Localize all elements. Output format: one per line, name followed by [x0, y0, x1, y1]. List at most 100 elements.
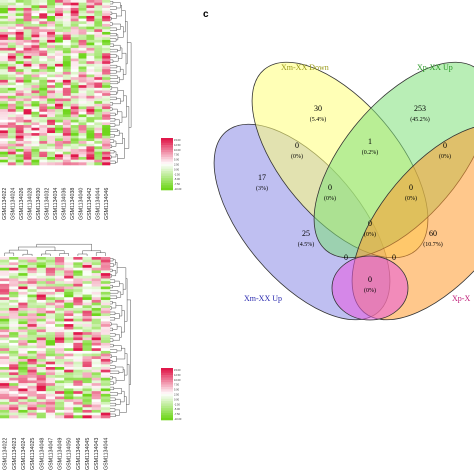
heatmap-cell	[100, 305, 111, 309]
heatmap-cell	[0, 393, 10, 397]
sample-label: GSM1134044	[103, 438, 109, 470]
dendrogram-branch	[110, 397, 116, 401]
heatmap-cell	[7, 69, 17, 73]
heatmap-cell	[91, 404, 102, 408]
heatmap-cell	[27, 313, 37, 317]
heatmap-cell	[47, 82, 56, 86]
heatmap-cell	[102, 90, 111, 94]
heatmap-cell	[0, 388, 10, 392]
heatmap-cell	[82, 257, 92, 260]
heatmap-cell	[47, 122, 56, 126]
color-scale-step	[161, 142, 173, 146]
heatmap-cell	[91, 275, 102, 279]
heatmap-cell	[94, 135, 103, 139]
heatmap-cell	[0, 375, 10, 379]
heatmap-cell	[102, 82, 111, 86]
heatmap-cell	[18, 307, 28, 311]
heatmap-cell	[91, 358, 102, 362]
heatmap-cell	[0, 297, 10, 301]
heatmap-cell	[0, 364, 10, 368]
heatmap-cell	[86, 119, 95, 123]
heatmap-cell	[73, 345, 83, 349]
heatmap-cell	[0, 18, 9, 22]
heatmap-cell	[102, 0, 111, 3]
heatmap-cell	[36, 396, 47, 400]
heatmap-cell	[18, 407, 28, 411]
heatmap-cell	[47, 146, 56, 150]
heatmap-cell	[15, 141, 24, 145]
heatmap-cell	[82, 369, 92, 373]
heatmap-cell	[31, 74, 40, 78]
heatmap-cell	[73, 337, 83, 341]
dendrogram-branch	[110, 75, 118, 79]
heatmap-cell	[78, 135, 87, 139]
heatmap-cell	[94, 146, 103, 150]
color-scale-label: 5.00	[174, 158, 180, 162]
heatmap-cell	[7, 66, 17, 70]
heatmap-cell	[73, 353, 83, 357]
heatmap-cell	[47, 85, 56, 89]
dendrogram-branch	[127, 299, 131, 385]
heatmap-cell	[102, 61, 111, 65]
set-label-xp-xx-down: Xp-X	[452, 294, 470, 303]
heatmap-cell	[27, 275, 37, 279]
heatmap-cell	[7, 117, 17, 121]
heatmap-cell	[39, 138, 48, 142]
heatmap-cell	[45, 302, 56, 306]
dendrogram-branch	[110, 54, 117, 58]
heatmap-cell	[55, 18, 64, 22]
heatmap-cell	[91, 299, 102, 303]
heatmap-cell	[27, 350, 37, 354]
heatmap-cell	[86, 15, 95, 19]
heatmap-cell	[7, 143, 17, 147]
heatmap-cell	[73, 329, 83, 333]
heatmap-cell	[0, 342, 10, 346]
heatmap-cell	[18, 348, 28, 352]
heatmap-cell	[23, 151, 32, 155]
heatmap-cell	[9, 399, 19, 403]
heatmap-cell	[55, 103, 64, 107]
heatmap-cell	[86, 146, 95, 150]
heatmap-cell	[0, 74, 9, 78]
heatmap-cell	[0, 345, 10, 349]
heatmap-cell	[31, 10, 40, 14]
color-scale-step	[161, 396, 173, 400]
heatmap-cell	[27, 409, 37, 413]
color-scale-label: -7.50	[174, 182, 180, 186]
heatmap-cell	[73, 380, 83, 384]
heatmap-cell	[36, 353, 47, 357]
color-scale-label: -10.00	[174, 187, 182, 191]
heatmap-cell	[94, 117, 103, 121]
heatmap-cell	[23, 63, 32, 67]
heatmap-cell	[47, 162, 56, 166]
color-scale-step	[161, 408, 173, 411]
heatmap-cell	[82, 372, 92, 376]
heatmap-cell	[73, 391, 83, 395]
heatmap-cell	[62, 95, 72, 99]
heatmap-cell	[23, 125, 32, 129]
heatmap-cell	[94, 82, 103, 86]
heatmap-cell	[27, 356, 37, 360]
heatmap-cell	[0, 257, 10, 260]
heatmap-cell	[82, 297, 92, 301]
dendrogram-branch	[110, 118, 116, 122]
heatmap-cell	[78, 58, 87, 62]
heatmap-cell	[39, 74, 48, 78]
sample-label: GSM1134026	[19, 188, 25, 220]
heatmap-cell	[91, 356, 102, 360]
heatmap-cell	[62, 55, 72, 59]
heatmap-cell	[55, 375, 65, 379]
heatmap-cell	[23, 143, 32, 147]
heatmap-cell	[15, 87, 24, 91]
heatmap-cell	[9, 385, 19, 389]
heatmap-cell	[73, 302, 83, 306]
heatmap-cell	[23, 15, 32, 19]
color-scale-label: 12.50	[174, 373, 181, 377]
sample-label: GSM1134024	[11, 188, 17, 220]
heatmap-cell	[15, 5, 24, 9]
heatmap-cell	[47, 98, 56, 102]
heatmap-cell	[45, 396, 56, 400]
heatmap-cell	[18, 281, 28, 285]
heatmap-cell	[91, 273, 102, 277]
region-percent: (4.5%)	[298, 241, 315, 248]
